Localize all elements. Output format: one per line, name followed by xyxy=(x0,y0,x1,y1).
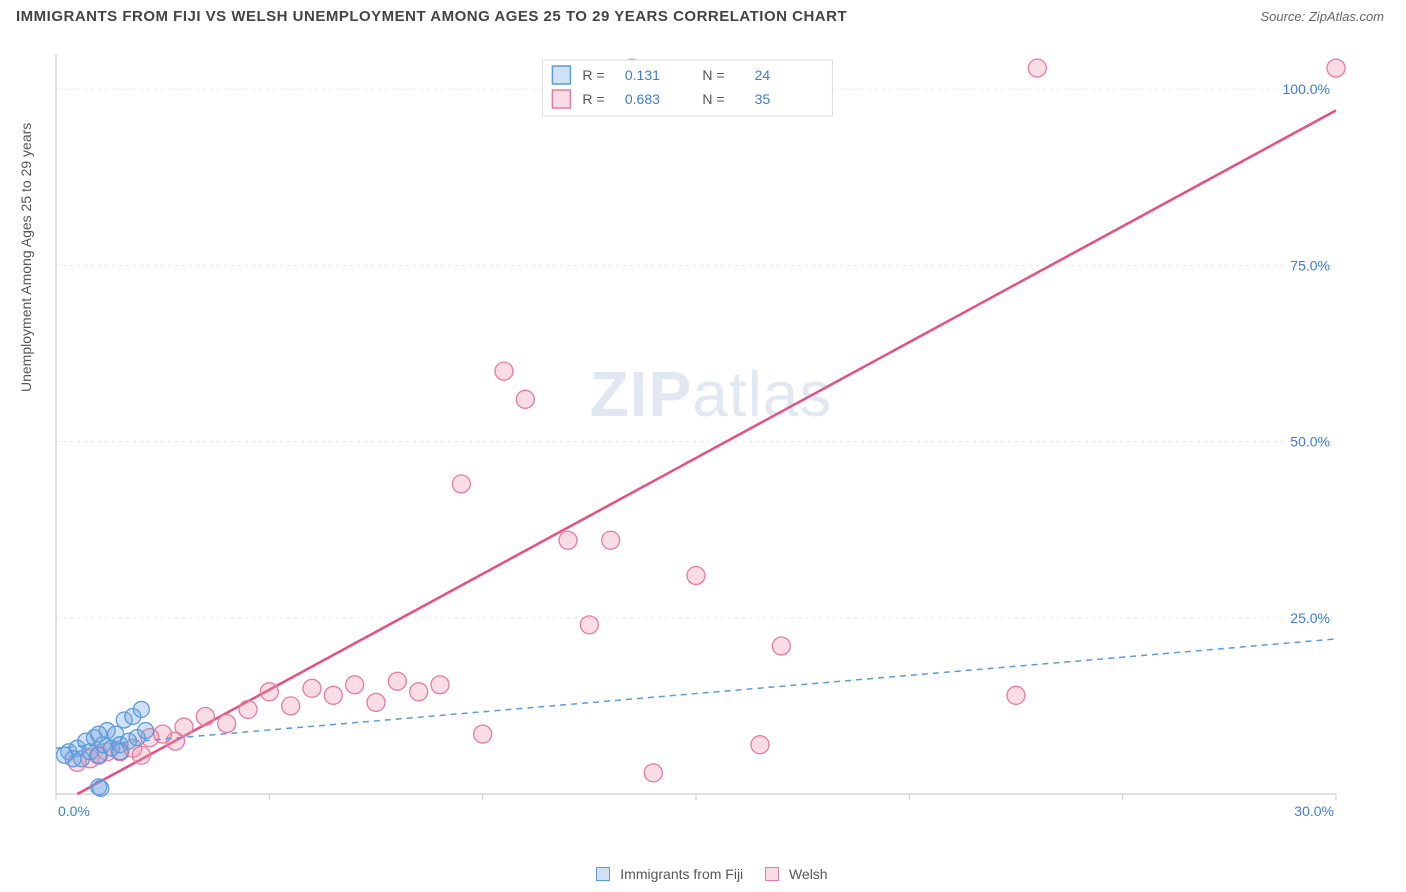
svg-text:24: 24 xyxy=(755,67,771,83)
svg-text:0.131: 0.131 xyxy=(625,67,660,83)
y-axis-label: Unemployment Among Ages 25 to 29 years xyxy=(18,123,34,392)
legend-label-fiji: Immigrants from Fiji xyxy=(620,866,743,882)
svg-text:N =: N = xyxy=(702,67,724,83)
source-attribution: Source: ZipAtlas.com xyxy=(1260,9,1384,24)
svg-text:25.0%: 25.0% xyxy=(1290,610,1330,626)
svg-text:100.0%: 100.0% xyxy=(1283,81,1330,97)
svg-text:35: 35 xyxy=(755,91,771,107)
svg-text:R =: R = xyxy=(582,91,604,107)
svg-text:R =: R = xyxy=(582,67,604,83)
legend-swatch-welsh xyxy=(765,867,779,881)
svg-text:0.683: 0.683 xyxy=(625,91,660,107)
svg-text:75.0%: 75.0% xyxy=(1290,257,1330,273)
footer-legend: Immigrants from Fiji Welsh xyxy=(0,866,1406,882)
legend-label-welsh: Welsh xyxy=(789,866,828,882)
svg-text:N =: N = xyxy=(702,91,724,107)
svg-text:50.0%: 50.0% xyxy=(1290,434,1330,450)
chart-title: IMMIGRANTS FROM FIJI VS WELSH UNEMPLOYME… xyxy=(16,8,847,25)
svg-text:0.0%: 0.0% xyxy=(58,803,90,819)
svg-text:30.0%: 30.0% xyxy=(1294,803,1334,819)
legend-swatch-fiji xyxy=(596,867,610,881)
correlation-scatter-chart: 25.0% 50.0% 75.0% 100.0% 0.0% 30.0% R = 0.131 N … xyxy=(36,42,1346,822)
